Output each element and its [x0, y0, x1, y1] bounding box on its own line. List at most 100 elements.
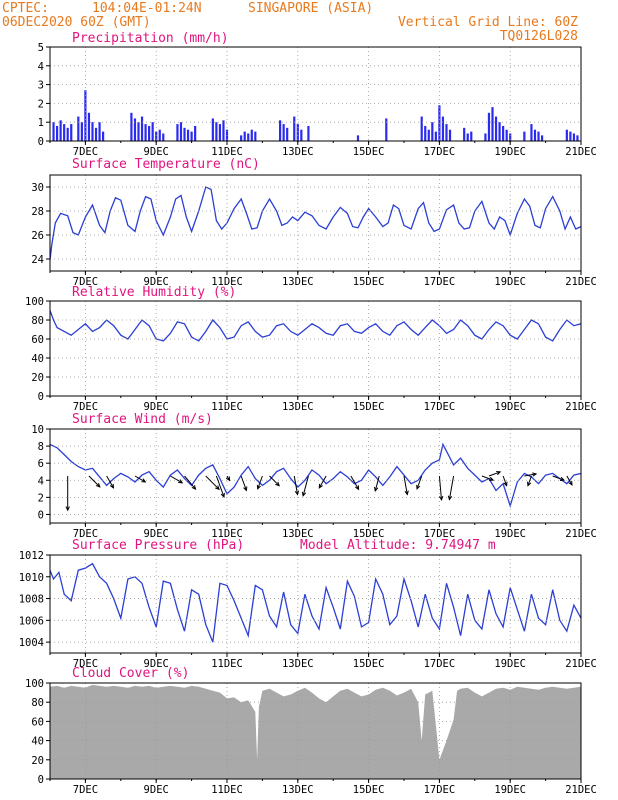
precip-bar — [300, 129, 303, 141]
precip-bar — [190, 131, 193, 141]
x-tick-label: 19DEC — [494, 784, 526, 796]
x-tick-label: 17DEC — [424, 276, 456, 288]
precip-bar — [385, 118, 388, 141]
y-tick-label: 26 — [31, 230, 44, 242]
x-tick-label: 13DEC — [282, 528, 314, 540]
y-tick-label: 0 — [38, 509, 44, 521]
precip-bar — [576, 135, 579, 141]
cloud-cover-panel: 0 20 40 60 80 100 7DEC 9DEC 11DEC 13DEC 15DEC 17DEC… — [25, 666, 597, 796]
wind-line — [50, 442, 581, 509]
wind-grid — [50, 429, 581, 523]
precip-bar — [148, 125, 151, 141]
temperature-data — [50, 186, 581, 261]
wind-arrow-head — [109, 483, 115, 489]
x-tick-label: 17DEC — [424, 146, 456, 158]
y-tick-label: 28 — [31, 206, 44, 218]
y-tick-label: 1010 — [19, 572, 44, 584]
wind-arrow — [170, 475, 183, 484]
wind-arrow — [318, 475, 327, 489]
precip-bar — [162, 133, 165, 141]
x-tick-label: 21DEC — [565, 784, 597, 796]
y-tick-label: 8 — [38, 441, 44, 453]
header-code: TQ0126L028 — [500, 29, 578, 44]
precip-bar — [77, 116, 80, 141]
precip-bar — [484, 133, 487, 141]
x-tick-label: 19DEC — [494, 276, 526, 288]
precip-bar — [533, 129, 537, 141]
header-coords: 104:04E-01:24N — [92, 1, 202, 16]
wind-arrow — [269, 475, 280, 487]
cloud-cover-title: Cloud Cover (%) — [72, 666, 189, 681]
x-tick-label: 9DEC — [144, 401, 169, 413]
pressure-data — [50, 562, 581, 643]
x-tick-label: 13DEC — [282, 146, 314, 158]
wind-arrow-head — [215, 485, 220, 491]
precip-bar — [356, 135, 360, 141]
x-tick-label: 11DEC — [211, 146, 243, 158]
x-tick-label: 19DEC — [494, 528, 526, 540]
x-tick-label: 7DEC — [73, 784, 98, 796]
pressure-subtitle: Model Altitude: 9.74947 m — [300, 538, 496, 553]
precipitation-frame — [49, 46, 582, 142]
y-tick-label: 0 — [38, 391, 44, 403]
precip-bar — [434, 131, 437, 141]
x-tick-label: 13DEC — [282, 401, 314, 413]
pressure-frame — [49, 554, 582, 654]
wind-arrow — [403, 475, 408, 495]
precipitation-grid — [50, 47, 581, 141]
wind-arrow — [184, 475, 196, 490]
precip-bar — [70, 124, 73, 141]
precip-bar — [505, 129, 508, 141]
wind-arrow-head — [447, 495, 453, 501]
wind-arrow — [527, 475, 532, 486]
precip-bar — [286, 127, 289, 141]
wind-arrow — [566, 475, 573, 486]
pressure-title: Surface Pressure (hPa) — [72, 538, 244, 553]
precip-bar — [431, 122, 434, 141]
wind-arrow-head — [416, 484, 421, 490]
humidity-data — [50, 310, 581, 342]
pressure-line — [50, 562, 581, 643]
wind-arrow-head — [65, 506, 70, 512]
wind-arrow — [502, 475, 508, 486]
wind-arrow-head — [95, 482, 101, 488]
wind-arrow-head — [496, 471, 502, 476]
precip-bar — [509, 133, 512, 141]
precip-bar — [218, 124, 222, 141]
wind-arrow-head — [489, 476, 495, 481]
precip-bar — [158, 129, 161, 141]
pressure-grid — [50, 555, 581, 653]
precip-bar — [487, 112, 491, 141]
x-tick-label: 13DEC — [282, 276, 314, 288]
y-tick-label: 1012 — [19, 550, 44, 562]
precip-bar — [59, 120, 62, 141]
precip-bar — [463, 127, 466, 141]
x-tick-label: 21DEC — [565, 658, 597, 670]
precip-bar — [448, 129, 452, 141]
precip-bar — [491, 107, 494, 141]
humidity-frame — [49, 300, 582, 397]
precip-bar — [424, 125, 427, 141]
y-tick-label: 1006 — [19, 615, 44, 627]
x-tick-label: 19DEC — [494, 401, 526, 413]
x-tick-label: 17DEC — [424, 784, 456, 796]
precip-bar — [502, 125, 505, 141]
precip-bar — [279, 120, 282, 141]
wind-arrow-head — [256, 484, 261, 490]
y-tick-label: 60 — [31, 716, 44, 728]
y-tick-label: 1 — [38, 117, 44, 129]
humidity-grid — [50, 301, 581, 396]
wind-arrow — [438, 475, 442, 500]
precip-bar — [441, 116, 445, 141]
precip-bar — [307, 125, 310, 141]
precip-bar — [494, 116, 498, 141]
humidity-panel: 0 20 40 60 80 100 7DEC 9DEC 11DEC 13DEC 15DEC 17DEC… — [25, 285, 597, 413]
x-tick-label: 13DEC — [282, 658, 314, 670]
y-tick-label: 80 — [31, 697, 44, 709]
y-tick-label: 0 — [38, 136, 44, 148]
wind-arrow — [205, 475, 220, 490]
y-tick-label: 24 — [31, 254, 44, 266]
x-tick-label: 15DEC — [353, 401, 385, 413]
x-tick-label: 11DEC — [211, 784, 243, 796]
temperature-grid — [50, 175, 581, 271]
